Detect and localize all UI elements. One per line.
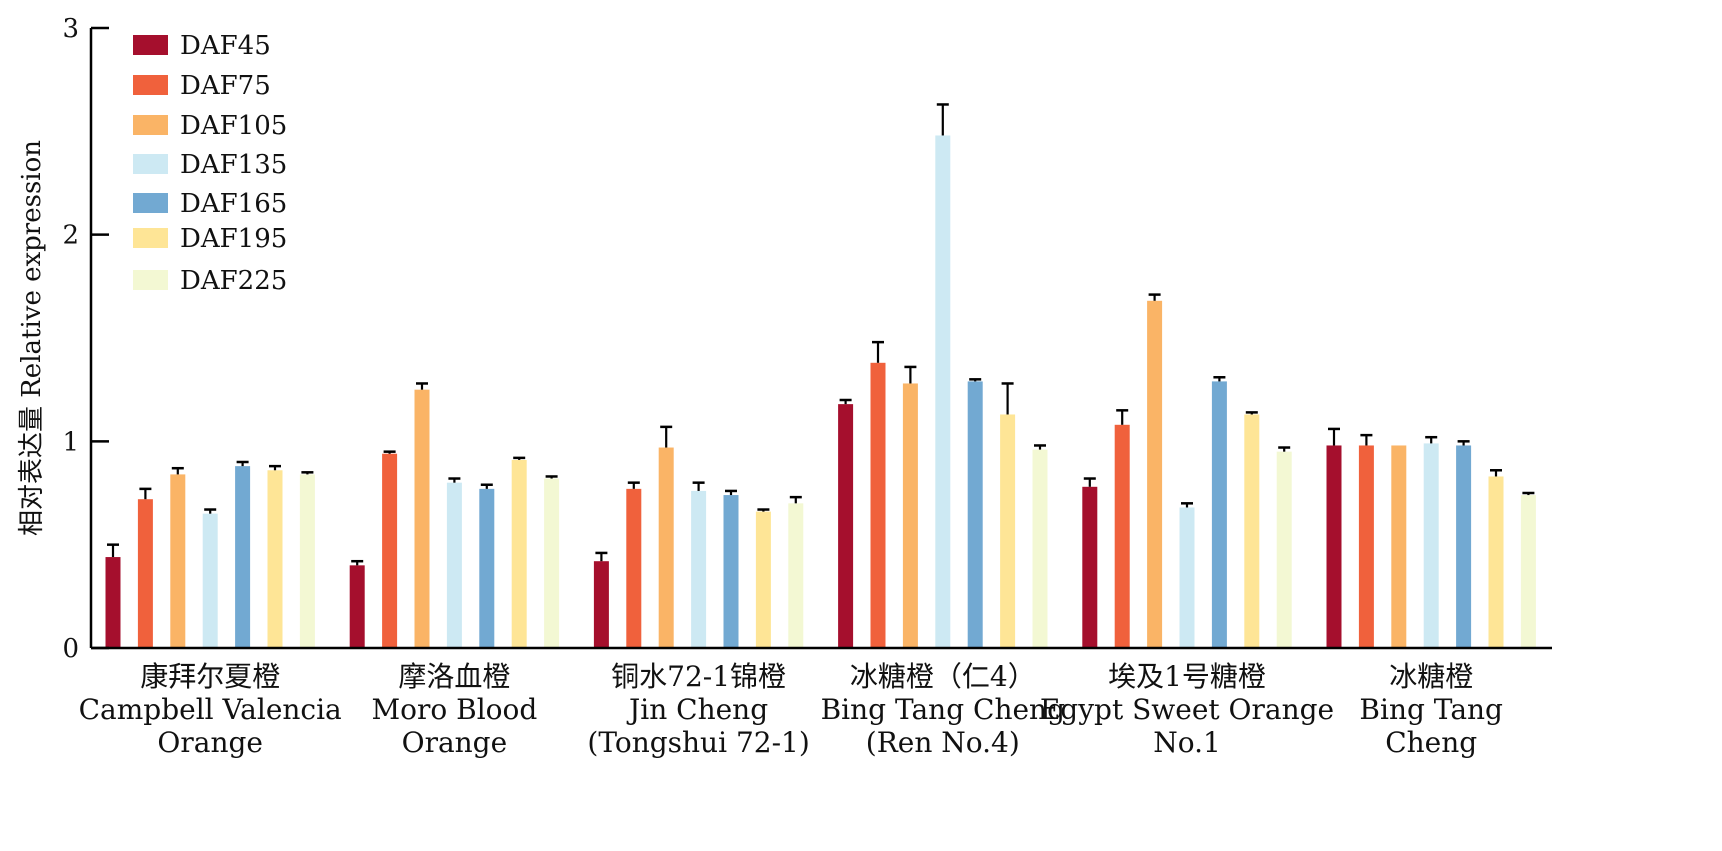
- y-tick-label: 0: [62, 634, 79, 664]
- bar: [267, 470, 283, 648]
- bar: [723, 495, 739, 648]
- legend-swatch: [133, 115, 168, 135]
- bar: [1244, 414, 1260, 648]
- legend-label: DAF45: [180, 31, 271, 61]
- bar: [593, 561, 609, 648]
- legend-label: DAF135: [180, 150, 287, 180]
- x-category-label-zh: 摩洛血橙: [398, 660, 510, 693]
- bar: [658, 447, 674, 648]
- bar: [1326, 445, 1342, 648]
- bars-layer: [105, 135, 1536, 648]
- bar: [755, 511, 771, 648]
- error-bars-layer: [107, 103, 1535, 566]
- bar: [788, 503, 804, 648]
- bar: [1520, 495, 1536, 648]
- bar: [202, 513, 218, 648]
- x-category-label-zh: 冰糖橙: [1389, 660, 1473, 693]
- bar: [691, 490, 707, 648]
- y-axis-title: 相对表达量 Relative expression: [17, 140, 47, 536]
- bar: [479, 488, 495, 648]
- x-category-label-en: Orange: [157, 726, 263, 759]
- bar: [1211, 381, 1227, 648]
- legend-swatch: [133, 35, 168, 55]
- bar: [1032, 449, 1048, 648]
- x-category-label-en: No.1: [1153, 726, 1221, 759]
- x-category-label-en: Orange: [402, 726, 508, 759]
- bar: [1358, 445, 1374, 648]
- x-category-label-en: Campbell Valencia: [79, 693, 342, 726]
- legend-swatch: [133, 270, 168, 290]
- legend-swatch: [133, 228, 168, 248]
- bar: [544, 478, 560, 648]
- y-tick-label: 1: [62, 427, 79, 457]
- bar: [967, 381, 983, 648]
- legend: DAF45 DAF75 DAF105 DAF135 DAF165 DAF195 DAF225: [133, 31, 287, 296]
- legend-swatch: [133, 154, 168, 174]
- legend-swatch: [133, 75, 168, 95]
- bar: [902, 383, 918, 648]
- bar: [414, 389, 430, 648]
- bar: [626, 488, 642, 648]
- bar: [1423, 443, 1439, 648]
- y-tick-label: 3: [62, 14, 79, 44]
- axes: [89, 28, 1552, 650]
- bar: [1456, 445, 1472, 648]
- x-category-label-zh: 埃及1号糖橙: [1108, 660, 1266, 693]
- bar: [1147, 300, 1163, 648]
- bar: [935, 135, 951, 648]
- bar: [1114, 424, 1130, 648]
- bar: [105, 557, 121, 648]
- legend-label: DAF165: [180, 189, 287, 219]
- bar: [170, 474, 186, 648]
- bar: [1000, 414, 1016, 648]
- bar: [1179, 507, 1195, 648]
- x-category-label-zh: 冰糖橙（仁4）: [850, 660, 1036, 693]
- legend-swatch: [133, 193, 168, 213]
- bar: [838, 404, 854, 648]
- x-category-label-en: Egypt Sweet Orange: [1040, 693, 1334, 726]
- bar: [349, 565, 365, 648]
- x-category-label-en: Jin Cheng: [626, 693, 768, 726]
- legend-label: DAF195: [180, 224, 287, 254]
- x-category-label-zh: 康拜尔夏橙: [140, 660, 280, 693]
- bar: [1082, 486, 1098, 648]
- bar: [382, 453, 398, 648]
- bar: [299, 474, 315, 648]
- bar: [870, 362, 886, 648]
- bar: [137, 499, 153, 648]
- legend-label: DAF105: [180, 111, 287, 141]
- x-category-label-en: Bing Tang: [1359, 693, 1503, 726]
- x-category-label-en: Moro Blood: [371, 693, 537, 726]
- bar: [511, 459, 527, 648]
- x-category-label-zh: 铜水72-1锦橙: [611, 660, 786, 693]
- x-category-label-en: (Tongshui 72-1): [587, 726, 809, 759]
- legend-label: DAF75: [180, 71, 271, 101]
- bar: [1488, 476, 1504, 648]
- x-category-label-en: Bing Tang Cheng: [821, 693, 1066, 726]
- bar: [235, 466, 251, 648]
- y-ticks: 0 1 2 3: [62, 14, 109, 664]
- bar: [1276, 451, 1292, 648]
- y-tick-label: 2: [62, 221, 79, 251]
- bar: [446, 482, 462, 648]
- x-category-label-en: Cheng: [1385, 726, 1477, 759]
- x-category-label-en: (Ren No.4): [866, 726, 1020, 759]
- bar: [1391, 445, 1407, 648]
- legend-label: DAF225: [180, 266, 287, 296]
